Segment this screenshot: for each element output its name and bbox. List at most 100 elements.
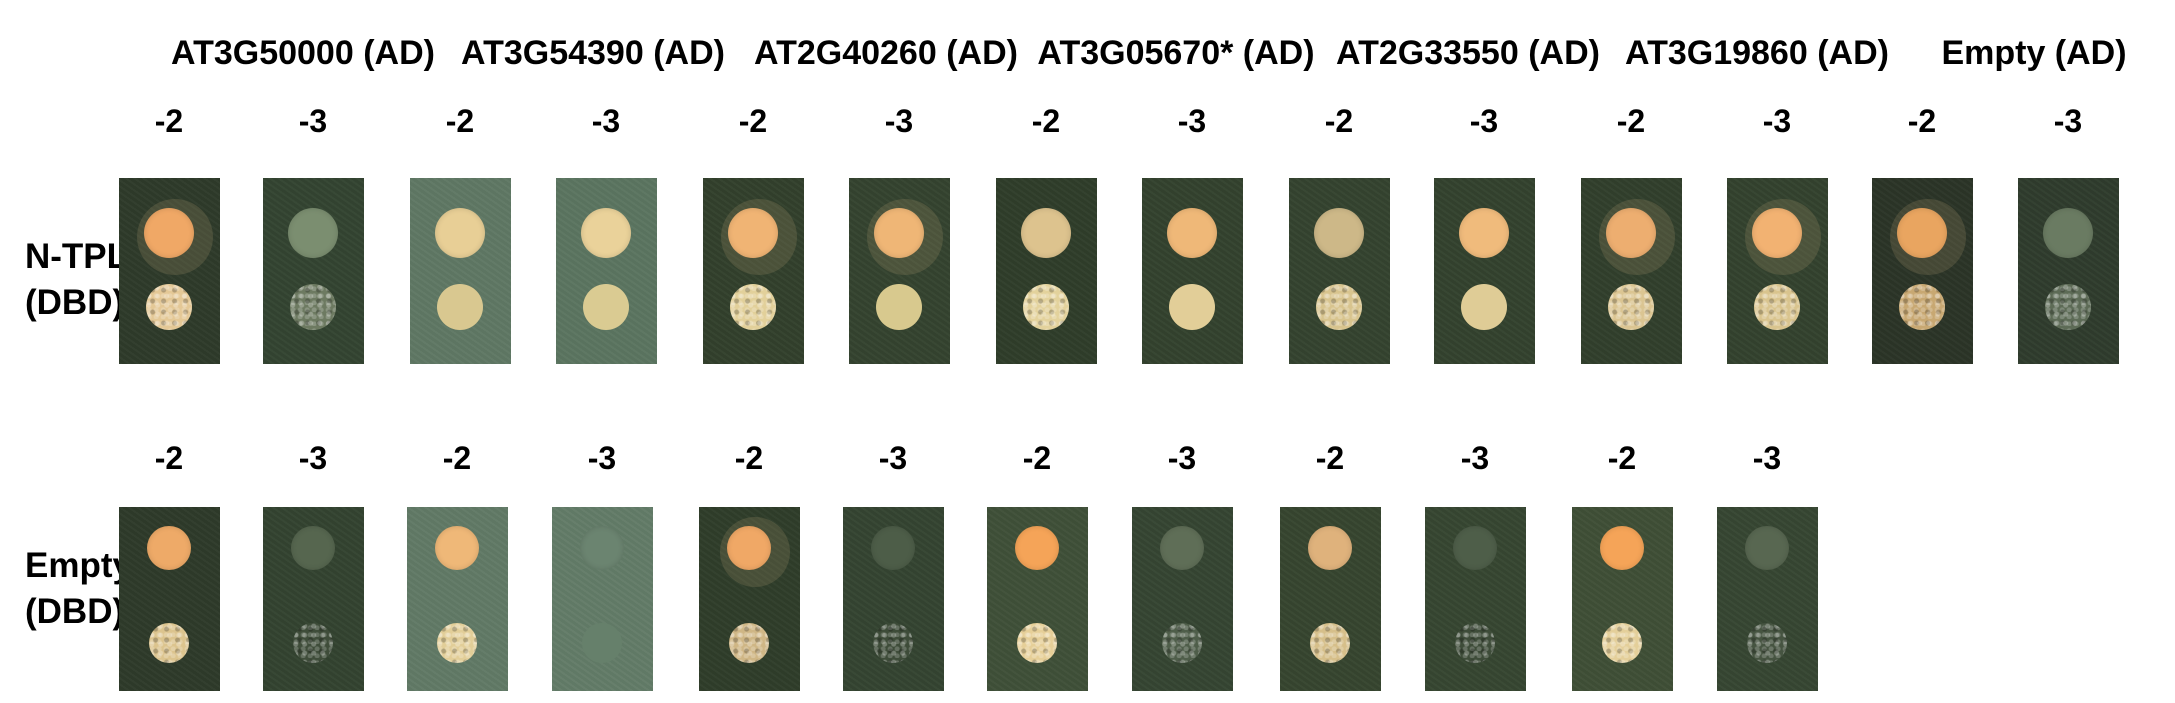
yeast-colony-spot	[1602, 623, 1642, 663]
column-header-at2g33550: AT2G33550 (AD)	[1336, 34, 1600, 72]
dilution-label: -3	[884, 103, 914, 139]
yeast-colony-spot	[288, 208, 338, 258]
yeast-colony-spot	[873, 623, 913, 663]
yeast-plate	[556, 178, 657, 364]
yeast-plate	[263, 507, 364, 691]
dilution-label: -3	[298, 440, 328, 476]
yeast-plate	[996, 178, 1097, 364]
yeast-colony-spot	[728, 208, 778, 258]
row-label-line: (DBD)	[25, 283, 125, 322]
yeast-colony-spot	[1745, 526, 1789, 570]
yeast-colony-spot	[581, 208, 631, 258]
yeast-plate	[1142, 178, 1243, 364]
yeast-plate	[1581, 178, 1682, 364]
column-header-empty-ad: Empty (AD)	[1941, 34, 2127, 72]
yeast-colony-spot	[435, 526, 479, 570]
yeast-colony-spot	[291, 526, 335, 570]
yeast-colony-spot	[290, 284, 336, 330]
dilution-label: -3	[587, 440, 617, 476]
yeast-colony-spot	[293, 623, 333, 663]
yeast-plate	[699, 507, 800, 691]
yeast-colony-spot	[729, 623, 769, 663]
dilution-label: -2	[445, 103, 475, 139]
yeast-plate	[987, 507, 1088, 691]
row-label-line: Empty	[25, 546, 132, 585]
yeast-colony-spot	[1162, 623, 1202, 663]
dilution-label: -3	[1460, 440, 1490, 476]
dilution-label: -2	[1324, 103, 1354, 139]
column-header-at3g19860: AT3G19860 (AD)	[1625, 34, 1889, 72]
column-header-at3g05670: AT3G05670* (AD)	[1037, 34, 1315, 72]
dilution-label: -3	[298, 103, 328, 139]
yeast-plate	[843, 507, 944, 691]
yeast-plate	[1289, 178, 1390, 364]
yeast-colony-spot	[1160, 526, 1204, 570]
dilution-label: -2	[734, 440, 764, 476]
dilution-label: -2	[154, 440, 184, 476]
dilution-label: -2	[1315, 440, 1345, 476]
yeast-colony-spot	[1600, 526, 1644, 570]
yeast-plate	[1280, 507, 1381, 691]
yeast-colony-spot	[1167, 208, 1217, 258]
dilution-label: -2	[738, 103, 768, 139]
yeast-plate	[119, 178, 220, 364]
yeast-colony-spot	[1314, 208, 1364, 258]
yeast-colony-spot	[437, 623, 477, 663]
yeast-colony-spot	[871, 526, 915, 570]
yeast-plate	[1717, 507, 1818, 691]
yeast-colony-spot	[580, 526, 624, 570]
yeast-plate	[407, 507, 508, 691]
dilution-label: -3	[1752, 440, 1782, 476]
yeast-colony-spot	[1021, 208, 1071, 258]
yeast-plate	[1425, 507, 1526, 691]
dilution-label: -2	[1022, 440, 1052, 476]
yeast-plate	[119, 507, 220, 691]
yeast-colony-spot	[730, 284, 776, 330]
dilution-label: -3	[2053, 103, 2083, 139]
yeast-colony-spot	[727, 526, 771, 570]
yeast-plate	[1434, 178, 1535, 364]
yeast-colony-spot	[1017, 623, 1057, 663]
yeast-colony-spot	[1899, 284, 1945, 330]
yeast-plate	[552, 507, 653, 691]
yeast-plate	[410, 178, 511, 364]
dilution-label: -3	[1469, 103, 1499, 139]
dilution-label: -2	[442, 440, 472, 476]
yeast-colony-spot	[1453, 526, 1497, 570]
yeast-colony-spot	[1608, 284, 1654, 330]
yeast-colony-spot	[144, 208, 194, 258]
row-label-empty-dbd: Empty (DBD)	[25, 543, 132, 635]
yeast-colony-spot	[1015, 526, 1059, 570]
yeast-colony-spot	[149, 623, 189, 663]
yeast-colony-spot	[1455, 623, 1495, 663]
dilution-label: -2	[1907, 103, 1937, 139]
row-label-line: N-TPL	[25, 237, 129, 276]
yeast-colony-spot	[1461, 284, 1507, 330]
dilution-label: -3	[1167, 440, 1197, 476]
yeast-plate	[1872, 178, 1973, 364]
yeast-colony-spot	[1459, 208, 1509, 258]
yeast-colony-spot	[1747, 623, 1787, 663]
yeast-colony-spot	[147, 526, 191, 570]
yeast-plate	[849, 178, 950, 364]
yeast-colony-spot	[146, 284, 192, 330]
yeast-colony-spot	[1308, 526, 1352, 570]
yeast-colony-spot	[1897, 208, 1947, 258]
dilution-label: -2	[154, 103, 184, 139]
yeast-plate	[1727, 178, 1828, 364]
yeast-colony-spot	[876, 284, 922, 330]
yeast-plate	[263, 178, 364, 364]
column-header-at2g40260: AT2G40260 (AD)	[754, 34, 1018, 72]
column-header-at3g54390: AT3G54390 (AD)	[461, 34, 725, 72]
yeast-colony-spot	[1310, 623, 1350, 663]
row-label-line: (DBD)	[25, 592, 125, 631]
yeast-plate	[1132, 507, 1233, 691]
yeast-colony-spot	[582, 623, 622, 663]
yeast-colony-spot	[1606, 208, 1656, 258]
dilution-label: -2	[1616, 103, 1646, 139]
yeast-colony-spot	[1023, 284, 1069, 330]
yeast-colony-spot	[583, 284, 629, 330]
yeast-plate	[703, 178, 804, 364]
yeast-colony-spot	[1752, 208, 1802, 258]
dilution-label: -2	[1031, 103, 1061, 139]
